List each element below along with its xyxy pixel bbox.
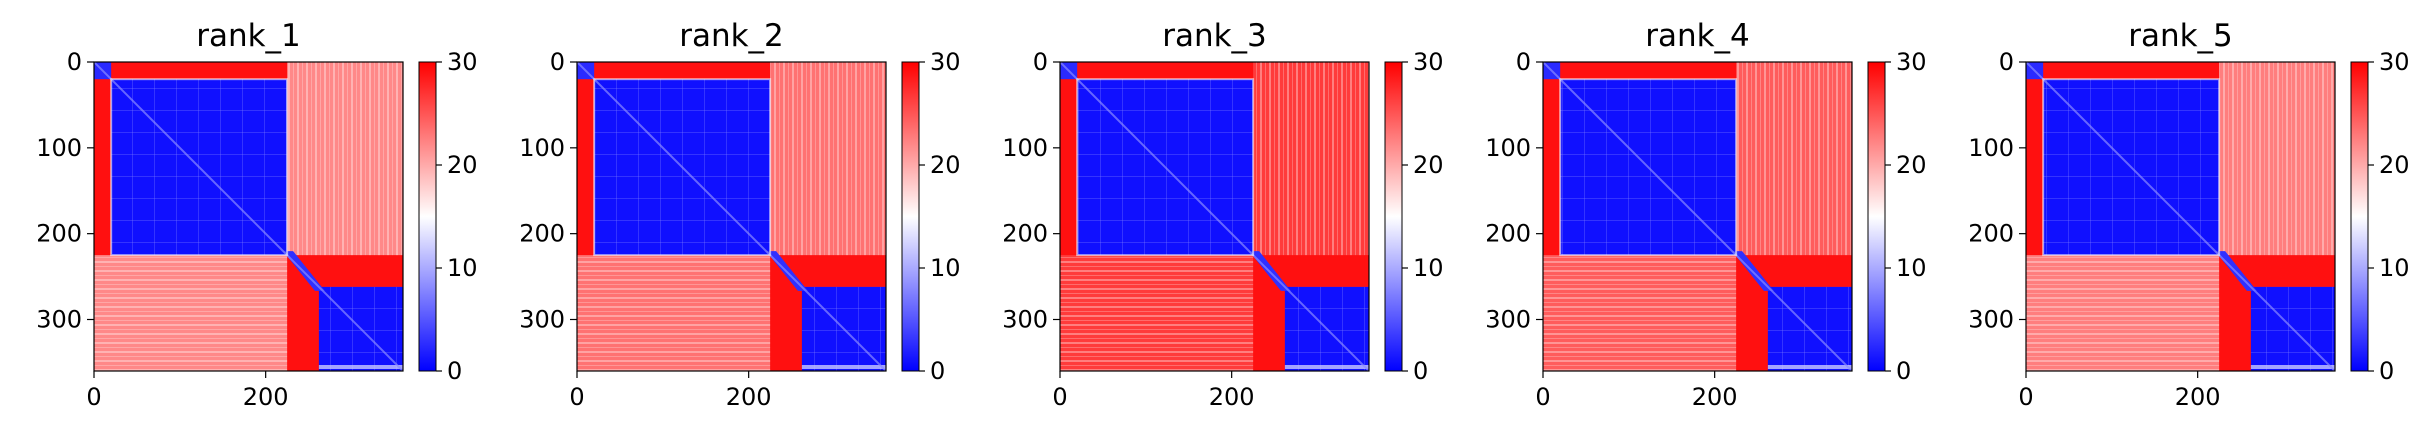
x-tick-label: 0 [1052, 383, 1067, 411]
x-tick-label: 200 [2175, 383, 2221, 411]
x-tick-label: 200 [1209, 383, 1255, 411]
panel-rank_4: rank_4 0 100 200 300 0 200 0 10 20 30 [1485, 18, 1926, 411]
x-tick-label: 200 [726, 383, 772, 411]
y-tick-label: 100 [36, 134, 82, 162]
offdiag-texture [1736, 62, 1852, 256]
axes-frame [1059, 61, 1370, 372]
y-tick-label: 0 [1999, 48, 2014, 76]
domain-2-edge [801, 365, 886, 369]
offdiag-texture [770, 62, 886, 256]
panel-rank_5: rank_5 0 100 200 300 0 200 0 10 20 30 [1968, 18, 2409, 411]
axes-frame [93, 61, 404, 372]
panel-rank_2: rank_2 0 100 200 300 0 200 0 10 20 30 [519, 18, 960, 411]
offdiag-texture [2219, 62, 2335, 256]
y-tick-label: 0 [67, 48, 82, 76]
y-tick-label: 0 [1033, 48, 1048, 76]
domain-1-edge [2042, 78, 2221, 257]
colorbar-tick-label: 20 [930, 151, 961, 179]
domain-2-edge [318, 365, 403, 369]
domain-1-edge [593, 78, 772, 257]
colorbar [1867, 61, 1886, 372]
y-tick-label: 300 [36, 306, 82, 334]
y-tick-label: 200 [36, 220, 82, 248]
colorbar [1384, 61, 1403, 372]
colorbar-tick-label: 0 [1413, 357, 1428, 385]
x-tick-label: 200 [243, 383, 289, 411]
axes-frame [2025, 61, 2336, 372]
colorbar-tick-label: 20 [1413, 151, 1444, 179]
x-tick-label: 0 [2018, 383, 2033, 411]
offdiag-texture [1543, 255, 1737, 371]
colorbar-tick-label: 30 [1413, 48, 1444, 76]
colorbar-tick-label: 10 [447, 254, 478, 282]
colorbar-tick-label: 20 [447, 151, 478, 179]
panel-title: rank_4 [1645, 18, 1750, 54]
x-tick-label: 0 [86, 383, 101, 411]
y-tick-label: 200 [1485, 220, 1531, 248]
x-tick-label: 200 [1692, 383, 1738, 411]
offdiag-texture [2026, 255, 2220, 371]
colorbar-tick-label: 10 [1896, 254, 1927, 282]
offdiag-texture [1060, 255, 1254, 371]
main-diagonal [1060, 62, 1369, 371]
colorbar-tick-label: 20 [2379, 151, 2410, 179]
main-diagonal [1543, 62, 1852, 371]
colorbar-tick-label: 0 [930, 357, 945, 385]
y-tick-label: 200 [519, 220, 565, 248]
domain-2-edge [1767, 365, 1852, 369]
panel-title: rank_3 [1162, 18, 1267, 54]
y-tick-label: 300 [1485, 306, 1531, 334]
y-tick-label: 100 [1968, 134, 2014, 162]
x-tick-label: 0 [569, 383, 584, 411]
axes-frame [1542, 61, 1853, 372]
axes-frame [576, 61, 887, 372]
y-tick-label: 0 [1516, 48, 1531, 76]
colorbar-tick-label: 10 [1413, 254, 1444, 282]
colorbar-tick-label: 0 [1896, 357, 1911, 385]
offdiag-texture [94, 255, 288, 371]
y-tick-label: 300 [1968, 306, 2014, 334]
offdiag-texture [1253, 62, 1369, 256]
domain-1-edge [1559, 78, 1738, 257]
y-tick-label: 300 [519, 306, 565, 334]
y-tick-label: 200 [1968, 220, 2014, 248]
y-tick-label: 100 [519, 134, 565, 162]
colorbar-tick-label: 30 [930, 48, 961, 76]
colorbar-tick-label: 10 [930, 254, 961, 282]
panel-title: rank_2 [679, 18, 784, 54]
y-tick-label: 0 [550, 48, 565, 76]
colorbar-tick-label: 0 [447, 357, 462, 385]
main-diagonal [94, 62, 403, 371]
panel-title: rank_5 [2128, 18, 2233, 54]
domain-2-edge [1284, 365, 1369, 369]
colorbar-tick-label: 30 [1896, 48, 1927, 76]
y-tick-label: 100 [1485, 134, 1531, 162]
domain-1-edge [1076, 78, 1255, 257]
panel-rank_3: rank_3 0 100 200 300 0 200 0 10 20 30 [1002, 18, 1443, 411]
y-tick-label: 300 [1002, 306, 1048, 334]
panel-title: rank_1 [196, 18, 301, 54]
x-tick-label: 0 [1535, 383, 1550, 411]
offdiag-texture [577, 255, 771, 371]
colorbar-tick-label: 30 [2379, 48, 2410, 76]
y-tick-label: 100 [1002, 134, 1048, 162]
domain-2-edge [2250, 365, 2335, 369]
panel-rank_1: rank_1 0 100 200 300 0 200 0 10 20 30 [36, 18, 477, 411]
colorbar [2350, 61, 2369, 372]
main-diagonal [2026, 62, 2335, 371]
colorbar-tick-label: 0 [2379, 357, 2394, 385]
colorbar-tick-label: 20 [1896, 151, 1927, 179]
offdiag-texture [287, 62, 403, 256]
colorbar-tick-label: 10 [2379, 254, 2410, 282]
colorbar-tick-label: 30 [447, 48, 478, 76]
main-diagonal [577, 62, 886, 371]
domain-1-edge [110, 78, 289, 257]
colorbar [901, 61, 920, 372]
y-tick-label: 200 [1002, 220, 1048, 248]
colorbar [418, 61, 437, 372]
